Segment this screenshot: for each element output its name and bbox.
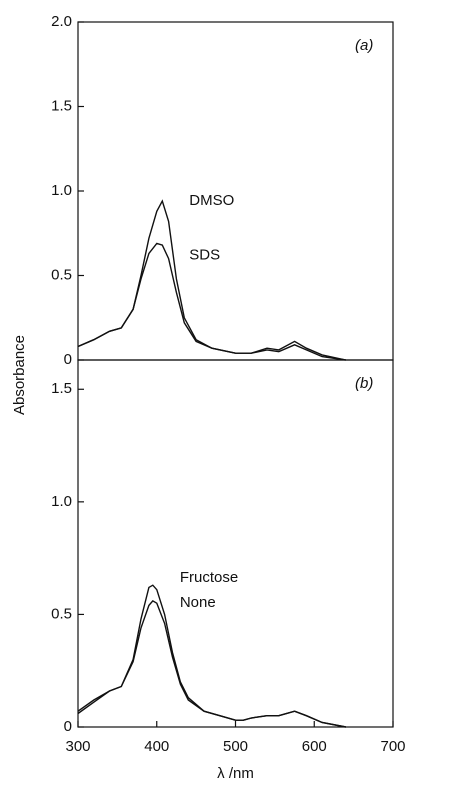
- x-tick-label: 300: [65, 738, 90, 755]
- x-tick-label: 400: [144, 738, 169, 755]
- plot-frame: [77, 21, 394, 361]
- y-tick-label: 0.5: [51, 266, 72, 283]
- series-line: [77, 199, 346, 361]
- y-tick-label: 0.5: [51, 605, 72, 622]
- x-tick-label: 500: [223, 738, 248, 755]
- plot-frame: [77, 359, 394, 728]
- x-axis-label: λ /nm: [217, 765, 254, 782]
- series-line: [77, 242, 346, 361]
- y-axis-label: Absorbance: [11, 335, 28, 415]
- y-tick-label: 1.0: [51, 182, 72, 199]
- panel-label: (b): [355, 375, 373, 392]
- series-label: SDS: [189, 246, 220, 263]
- panel-label: (a): [355, 37, 373, 54]
- y-tick-label: 0: [64, 351, 72, 368]
- series-line: [77, 600, 346, 728]
- series-label: Fructose: [180, 569, 238, 586]
- x-tick-label: 600: [302, 738, 327, 755]
- y-tick-label: 1.5: [51, 97, 72, 114]
- series-label: DMSO: [189, 192, 234, 209]
- series-label: None: [180, 594, 216, 611]
- x-tick-label: 700: [380, 738, 405, 755]
- y-tick-label: 0: [64, 718, 72, 735]
- y-tick-label: 2.0: [51, 13, 72, 30]
- y-tick-label: 1.0: [51, 493, 72, 510]
- y-tick-label: 1.5: [51, 380, 72, 397]
